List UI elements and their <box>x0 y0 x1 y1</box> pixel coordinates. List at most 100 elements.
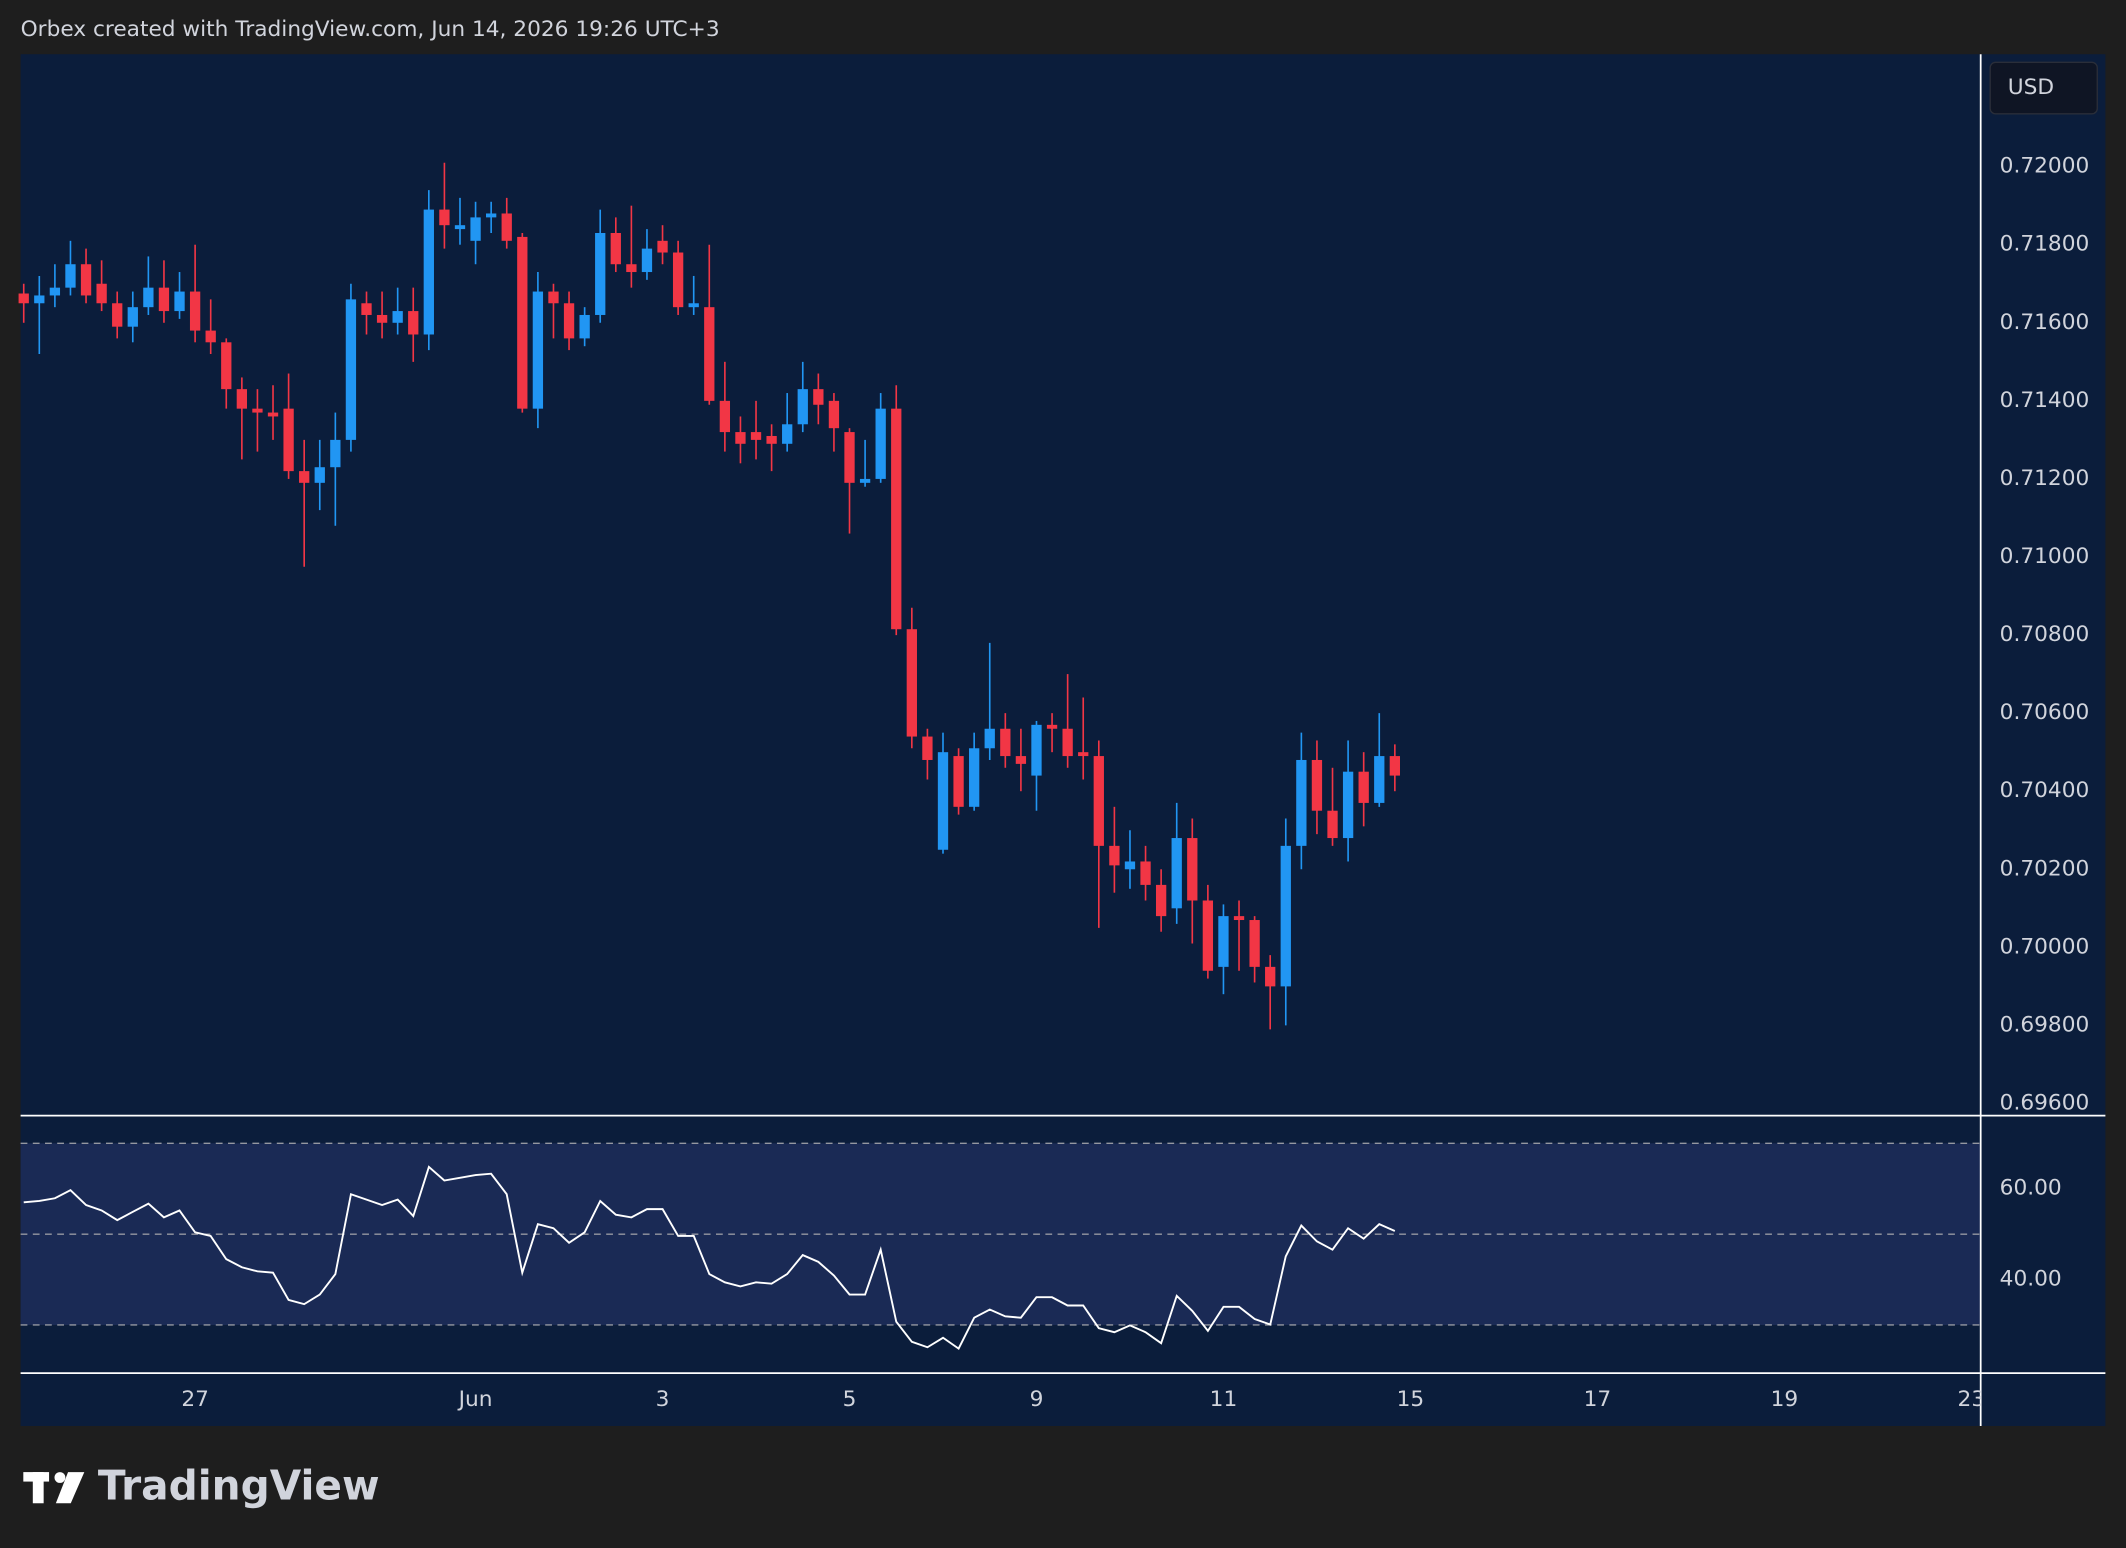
y-tick-label: 0.71200 <box>2000 466 2090 491</box>
candle-body <box>517 236 528 409</box>
candle-body <box>1202 900 1214 971</box>
candle-body <box>18 293 29 304</box>
candle-body <box>672 252 684 308</box>
candle-body <box>345 299 357 440</box>
logo-text: TradingView <box>98 1461 380 1509</box>
y-tick-label: 60.00 <box>2000 1176 2062 1201</box>
candle-body <box>891 408 902 630</box>
candle-body <box>454 225 466 230</box>
candle-body <box>1311 759 1323 811</box>
candle-body <box>735 432 746 444</box>
candle-body <box>1062 728 1073 757</box>
currency-button[interactable] <box>1989 61 2098 115</box>
y-tick-label: 0.70400 <box>2000 778 2090 803</box>
y-tick-label: 0.70200 <box>2000 856 2090 881</box>
candle-body <box>906 629 917 737</box>
candle-body <box>423 209 434 335</box>
y-tick-label: 0.69600 <box>2000 1090 2090 1115</box>
candle-body <box>470 217 481 241</box>
candle-body <box>1187 838 1198 901</box>
candle-body <box>1078 752 1089 757</box>
candle-body <box>1093 756 1104 846</box>
candle-body <box>299 471 310 483</box>
x-tick-label: 15 <box>1397 1387 1425 1412</box>
x-tick-label: Jun <box>457 1387 493 1412</box>
candle-body <box>158 287 170 312</box>
candle-body <box>143 287 154 308</box>
logo-icon <box>23 1472 85 1504</box>
candle-body <box>1249 920 1260 967</box>
candle-body <box>579 314 590 339</box>
candle-body <box>688 303 699 308</box>
candle-body <box>314 467 325 483</box>
candle-body <box>1031 724 1042 776</box>
candle-body <box>532 291 544 409</box>
x-tick-label: 3 <box>656 1387 670 1412</box>
rsi-line <box>23 1165 1396 1351</box>
x-tick-label: 23 <box>1958 1387 1986 1412</box>
candle-body <box>1015 756 1027 764</box>
x-tick-label: 19 <box>1771 1387 1799 1412</box>
candle-body <box>953 756 964 807</box>
x-tick-label: 27 <box>181 1387 209 1412</box>
candle-body <box>704 307 715 401</box>
candle-body <box>205 330 216 343</box>
y-tick-label: 0.70800 <box>2000 622 2090 647</box>
candle-body <box>1233 916 1245 921</box>
candle-body <box>828 400 840 429</box>
candle-body <box>1296 759 1307 846</box>
candle-body <box>657 240 668 253</box>
candle-body <box>766 435 777 444</box>
candle-body <box>1155 884 1167 917</box>
currency: USD <box>2008 75 2054 100</box>
y-tick-label: 0.71600 <box>2000 310 2090 335</box>
candle-body <box>221 342 232 390</box>
candle-body <box>1342 771 1354 839</box>
candle-body <box>750 432 762 440</box>
candle-body <box>922 736 933 760</box>
x-tick-label: 11 <box>1210 1387 1238 1412</box>
candle-body <box>174 291 185 312</box>
candle-body <box>1389 756 1400 776</box>
x-tick-label: 9 <box>1030 1387 1044 1412</box>
y-tick-label: 0.71400 <box>2000 388 2090 413</box>
y-tick-label: 0.71800 <box>2000 232 2090 257</box>
candle-body <box>548 291 559 304</box>
candle-body <box>189 291 201 331</box>
candle-body <box>595 233 606 315</box>
candle-body <box>485 213 497 218</box>
candle-body <box>34 295 45 304</box>
candle-body <box>937 752 949 850</box>
candle-body <box>501 213 512 241</box>
candle-body <box>112 303 123 327</box>
candle-body <box>49 287 61 296</box>
candle-body <box>96 283 107 304</box>
candle-body <box>1265 966 1276 987</box>
y-tick-label: 0.70000 <box>2000 934 2090 959</box>
candle-body <box>439 209 450 226</box>
candle-body <box>1000 728 1011 757</box>
candle-body <box>563 303 575 339</box>
candle-body <box>127 307 138 327</box>
candle-body <box>875 408 886 479</box>
candle-body <box>719 400 731 433</box>
candle-body <box>361 303 372 315</box>
candle-body <box>1358 771 1369 803</box>
candle-body <box>984 728 995 749</box>
candle-body <box>1327 810 1338 839</box>
y-tick-label: 0.72000 <box>2000 154 2090 179</box>
candle-body <box>1124 861 1136 870</box>
candle-body <box>65 264 76 288</box>
candle-body <box>969 748 980 807</box>
candle-body <box>782 424 793 444</box>
candle-body <box>1140 861 1151 885</box>
plot: 0.69600 0.69800 0.70000 0.70200 0.70400 0.706… <box>18 154 2090 1351</box>
candle-body <box>1046 724 1058 729</box>
candle-body <box>236 389 248 409</box>
candle-body <box>1374 756 1385 803</box>
candle-body <box>408 311 419 335</box>
y-tick-label: 40.00 <box>2000 1267 2062 1292</box>
candle-body <box>1218 916 1229 967</box>
candle-body <box>1280 845 1291 987</box>
